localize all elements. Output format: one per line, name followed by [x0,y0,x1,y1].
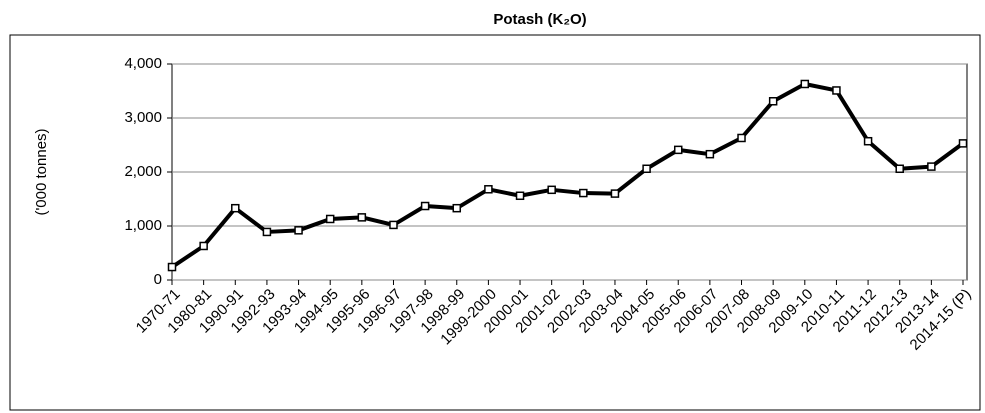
y-tick-label: 1,000 [124,217,162,234]
chart-border [9,34,981,411]
marker [800,79,810,89]
marker [958,139,968,148]
marker [863,136,873,146]
chart-title: Potash (K₂O) [493,11,586,28]
marker [231,203,240,213]
marker [642,164,651,174]
y-axis-label: ('000 tonnes) [33,128,50,215]
marker [262,227,272,237]
marker [895,164,904,174]
line [170,81,965,269]
marker [389,220,398,230]
marker [420,201,430,211]
marker [199,241,208,251]
marker [357,213,367,222]
marker [768,97,778,106]
marker [452,203,462,213]
marker [737,133,746,143]
marker [579,188,588,198]
marker [673,145,683,155]
marker [927,162,936,171]
y-tick-label: 0 [154,271,162,288]
marker [547,185,556,195]
marker [705,149,715,159]
marker [294,226,303,235]
marker [610,189,620,198]
marker [515,191,525,201]
marker [167,262,177,272]
y-tick-label: 4,000 [124,55,162,72]
y-tick-label: 3,000 [124,109,162,126]
marker [325,214,335,224]
marker [832,86,841,95]
y-tick-label: 2,000 [124,163,162,180]
marker [484,185,493,194]
